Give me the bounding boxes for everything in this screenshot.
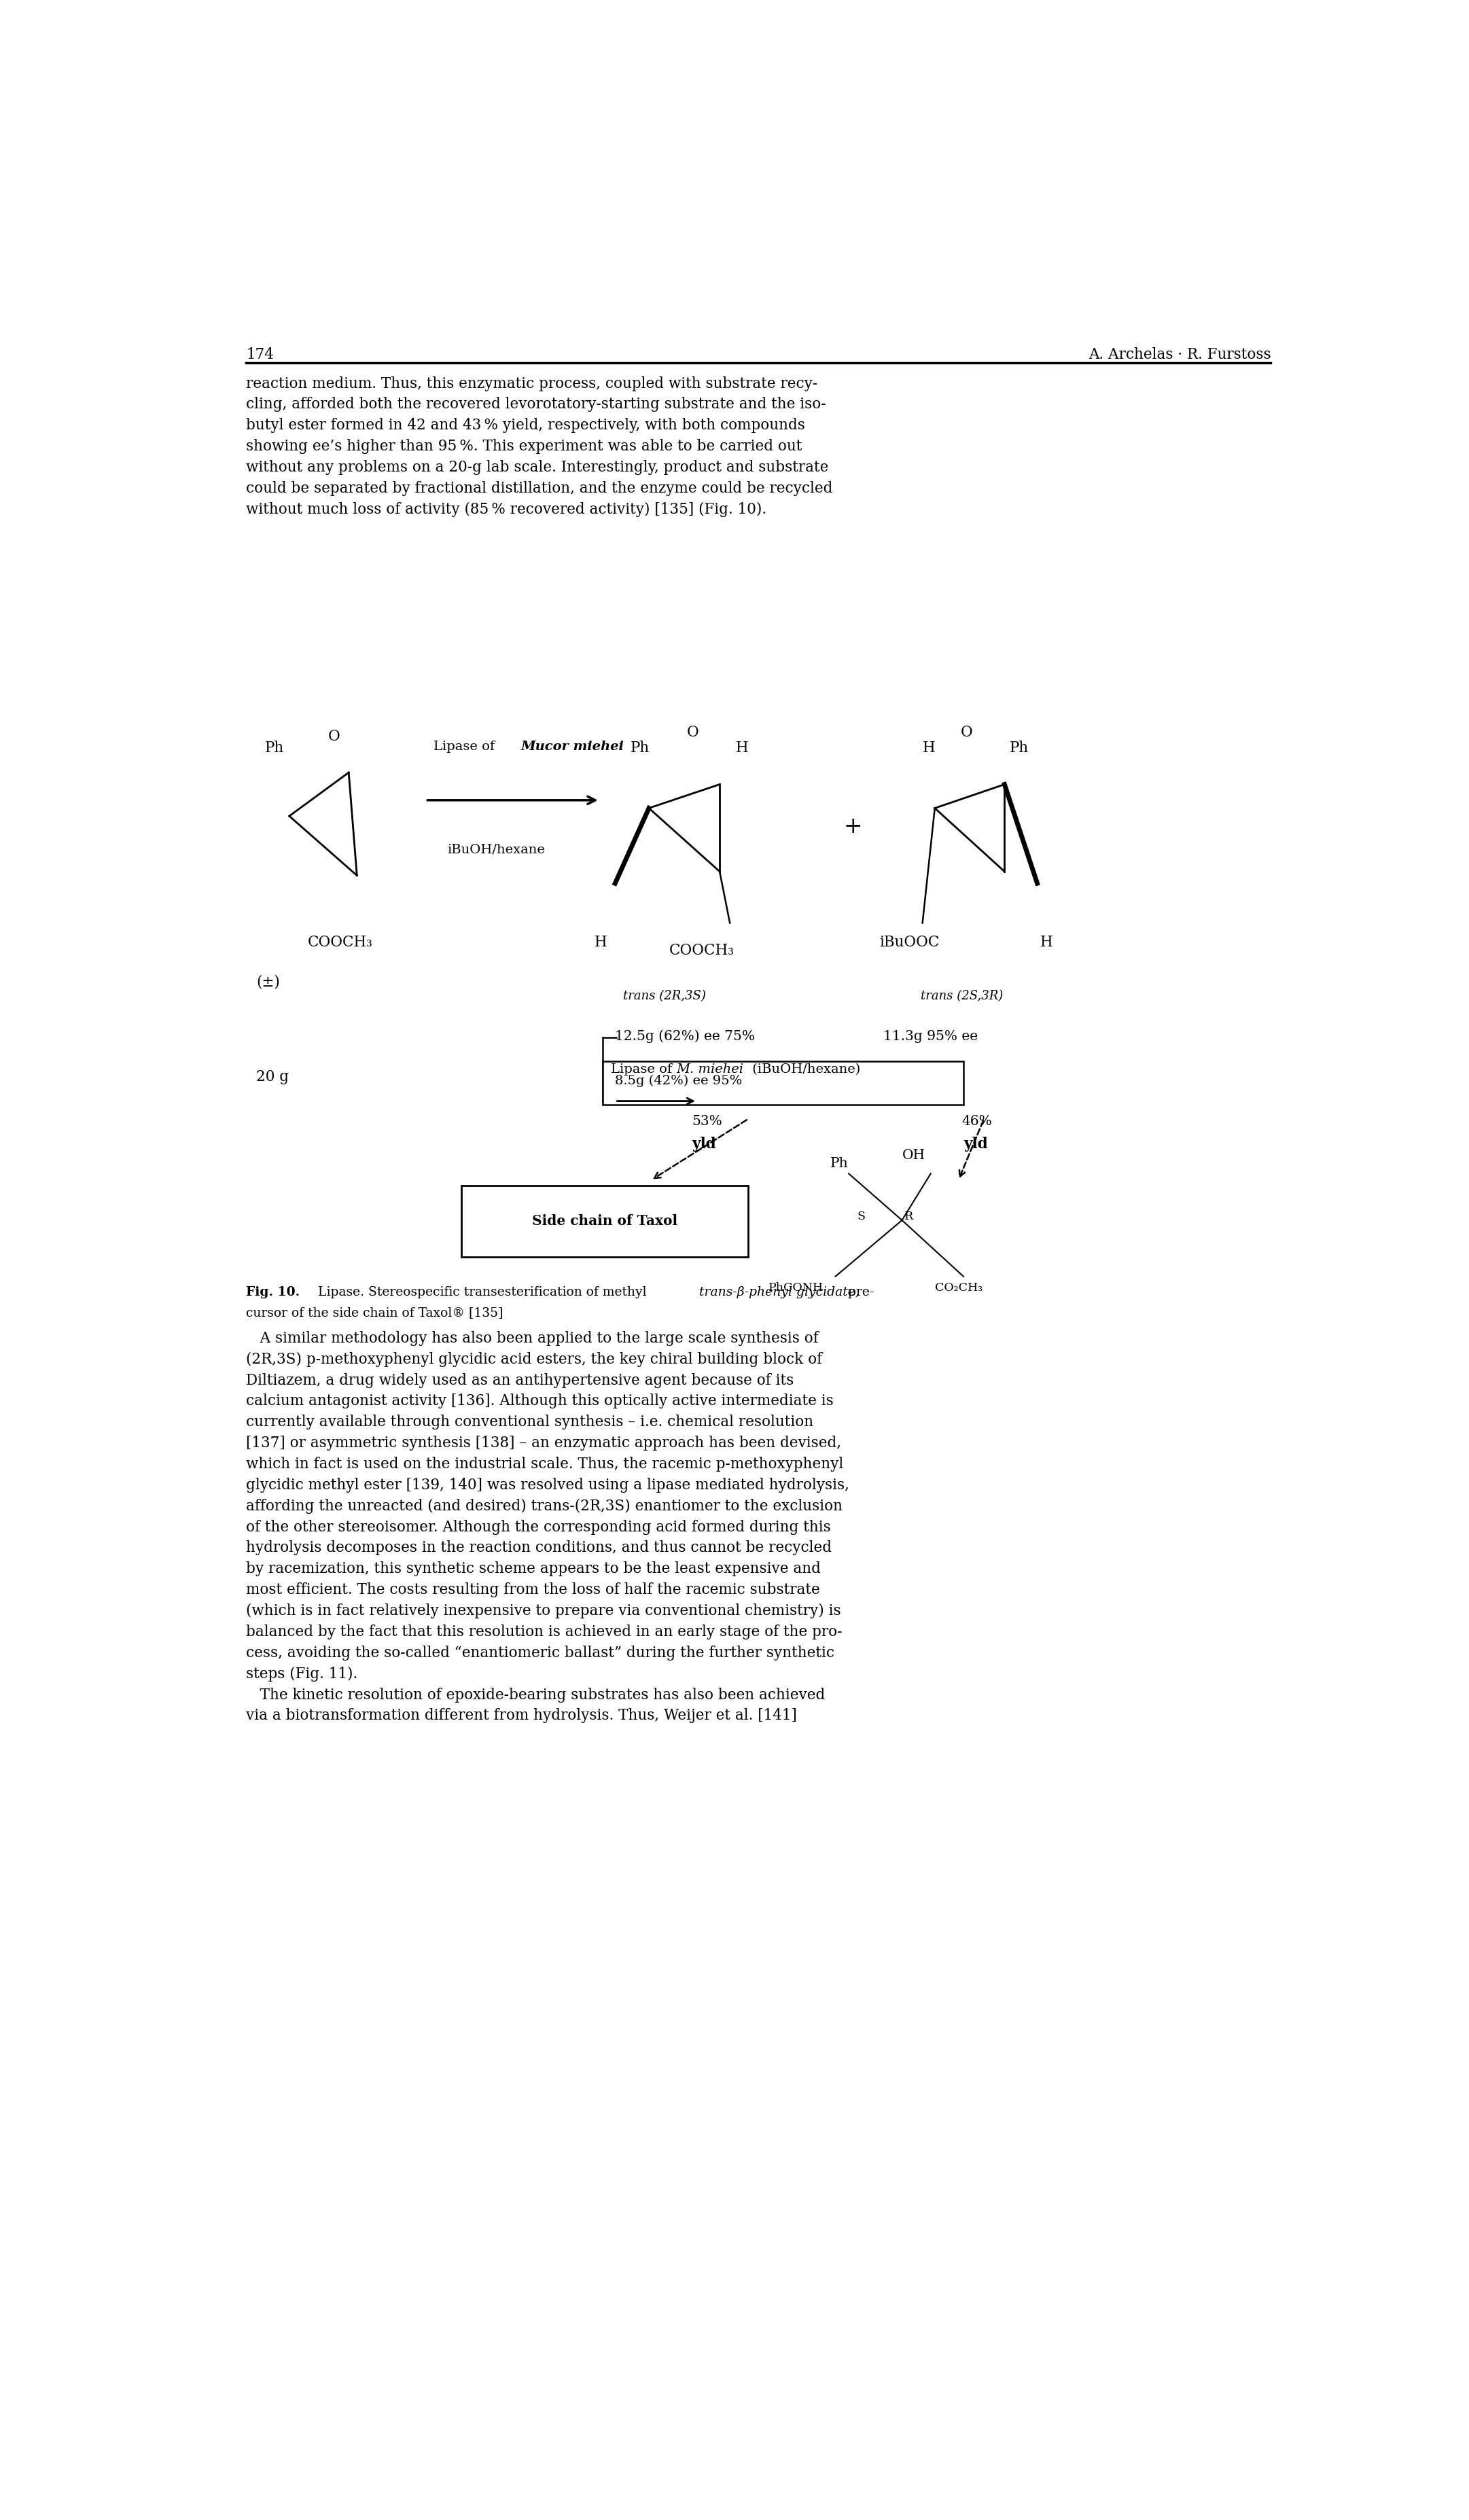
Text: iBuOOC: iBuOOC [880, 935, 940, 950]
Text: Fig. 10.: Fig. 10. [247, 1285, 300, 1298]
Text: O: O [328, 728, 341, 743]
Text: Mucor miehei: Mucor miehei [521, 741, 624, 753]
Text: trans-β-phenyl glycidate,: trans-β-phenyl glycidate, [699, 1285, 859, 1298]
Text: 11.3g 95% ee: 11.3g 95% ee [883, 1031, 978, 1043]
Text: O: O [961, 726, 972, 741]
Text: trans (2R,3S): trans (2R,3S) [623, 990, 707, 1003]
Text: R: R [903, 1210, 914, 1222]
Text: Side chain of Taxol: Side chain of Taxol [532, 1215, 677, 1227]
Text: (iBuOH/hexane): (iBuOH/hexane) [748, 1063, 861, 1076]
Text: Ph: Ph [630, 741, 649, 756]
Text: 12.5g (62%) ee 75%: 12.5g (62%) ee 75% [616, 1031, 755, 1043]
Text: yld: yld [964, 1137, 987, 1152]
Text: PhCONH: PhCONH [768, 1283, 824, 1293]
Text: H: H [736, 741, 749, 756]
Text: Lipase. Stereospecific transesterification of methyl: Lipase. Stereospecific transesterificati… [317, 1285, 651, 1298]
Text: +: + [843, 816, 862, 837]
Text: reaction medium. Thus, this enzymatic process, coupled with substrate recy-
clin: reaction medium. Thus, this enzymatic pr… [247, 375, 833, 517]
Text: CO₂CH₃: CO₂CH₃ [934, 1283, 983, 1293]
Text: Lipase of: Lipase of [433, 741, 499, 753]
Text: Lipase of: Lipase of [611, 1063, 677, 1076]
Text: H: H [923, 741, 936, 756]
Text: A similar methodology has also been applied to the large scale synthesis of
(2R,: A similar methodology has also been appl… [247, 1331, 849, 1724]
Text: Ph: Ph [264, 741, 284, 756]
Text: 8.5g (42%) ee 95%: 8.5g (42%) ee 95% [616, 1076, 742, 1086]
Text: OH: OH [902, 1149, 925, 1162]
Text: COOCH₃: COOCH₃ [307, 935, 373, 950]
Text: S: S [856, 1210, 865, 1222]
Text: M. miehei: M. miehei [677, 1063, 743, 1076]
Text: 53%: 53% [692, 1114, 723, 1129]
Bar [461, 1184, 748, 1257]
Text: COOCH₃: COOCH₃ [670, 942, 734, 958]
Text: 46%: 46% [961, 1114, 992, 1129]
Text: H: H [1040, 935, 1053, 950]
Text: O: O [687, 726, 699, 741]
Text: yld: yld [692, 1137, 717, 1152]
Text: Ph: Ph [830, 1157, 849, 1169]
Text: A. Archelas · R. Furstoss: A. Archelas · R. Furstoss [1089, 348, 1271, 363]
Text: H: H [595, 935, 607, 950]
Text: (±): (±) [257, 975, 281, 990]
Text: cursor of the side chain of Taxol® [135]: cursor of the side chain of Taxol® [135] [247, 1305, 504, 1318]
Text: Ph: Ph [1009, 741, 1028, 756]
Bar [602, 1061, 964, 1106]
Text: 174: 174 [247, 348, 275, 363]
Text: pre-: pre- [843, 1285, 874, 1298]
Text: iBuOH/hexane: iBuOH/hexane [447, 844, 545, 857]
Text: 20 g: 20 g [257, 1068, 289, 1084]
Text: trans (2S,3R): trans (2S,3R) [921, 990, 1003, 1003]
